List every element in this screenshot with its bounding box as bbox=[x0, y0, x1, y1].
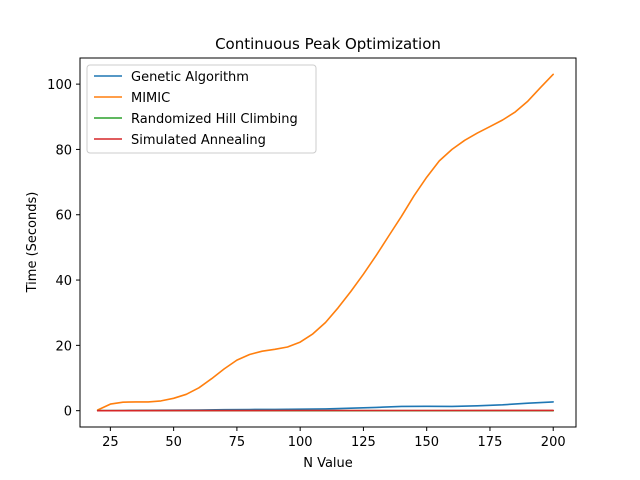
x-tick-label: 75 bbox=[229, 435, 246, 450]
x-tick-label: 25 bbox=[102, 435, 119, 450]
x-axis-title: N Value bbox=[303, 456, 353, 471]
x-tick-label: 50 bbox=[165, 435, 182, 450]
series-layer bbox=[96, 73, 555, 412]
series-line-mimic bbox=[96, 73, 555, 411]
legend-label-mimic: MIMIC bbox=[131, 91, 170, 106]
plot-frame bbox=[79, 57, 577, 428]
chart-title: Continuous Peak Optimization bbox=[215, 35, 441, 53]
legend-label-genetic-algorithm: Genetic Algorithm bbox=[131, 70, 249, 85]
series-line-genetic-algorithm bbox=[96, 401, 555, 412]
y-tick-label: 20 bbox=[55, 339, 72, 354]
legend-box bbox=[86, 64, 317, 154]
legend: Genetic Algorithm MIMIC Randomized Hill Cl… bbox=[86, 64, 317, 154]
y-tick-label: 0 bbox=[64, 405, 72, 420]
legend-label-simulated-annealing: Simulated Annealing bbox=[131, 133, 266, 148]
x-axis: 25 50 75 100 125 150 175 200 bbox=[102, 427, 566, 450]
x-tick-label: 175 bbox=[478, 435, 503, 450]
x-tick-label: 150 bbox=[414, 435, 439, 450]
y-tick-label: 60 bbox=[55, 209, 72, 224]
x-tick-label: 100 bbox=[288, 435, 313, 450]
y-tick-label: 40 bbox=[55, 274, 72, 289]
y-axis-title: Time (Seconds) bbox=[25, 192, 40, 294]
x-tick-label: 125 bbox=[351, 435, 376, 450]
y-tick-label: 80 bbox=[55, 143, 72, 158]
y-tick-label: 100 bbox=[47, 78, 72, 93]
legend-label-randomized-hill-climbing: Randomized Hill Climbing bbox=[131, 112, 298, 127]
y-axis: 0 20 40 60 80 100 bbox=[47, 78, 80, 420]
x-tick-label: 200 bbox=[541, 435, 566, 450]
